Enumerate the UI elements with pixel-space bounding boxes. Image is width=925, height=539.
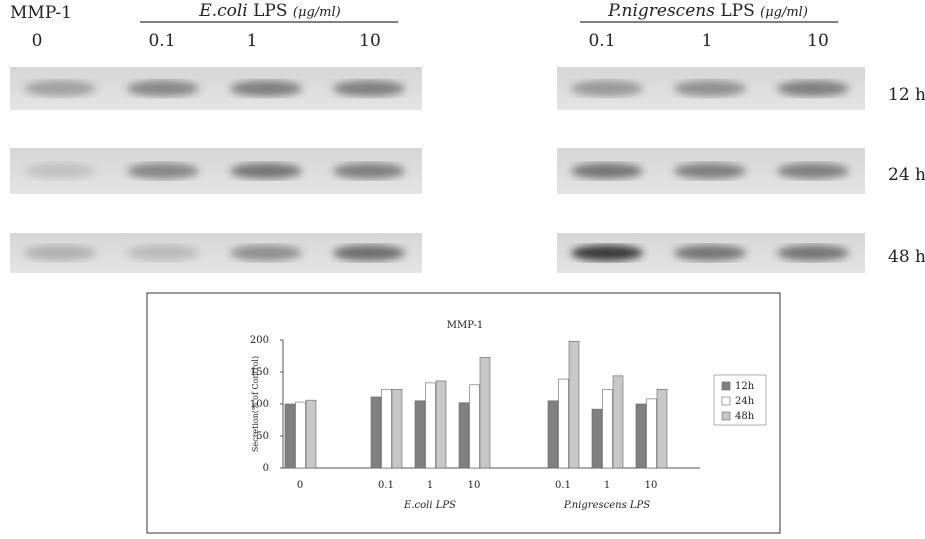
blot-band: [230, 163, 302, 179]
blot-band: [777, 163, 849, 179]
chart-frame: [146, 292, 781, 534]
bar: [558, 378, 569, 469]
group-label: E.coli LPS: [403, 500, 456, 511]
blot-band: [674, 245, 746, 261]
concentration: 0: [32, 31, 43, 51]
bar: [591, 408, 603, 469]
organism: E.coli: [198, 1, 247, 21]
concentration: 0.1: [148, 31, 175, 51]
x-tick-label: 10: [468, 480, 481, 491]
legend-swatch: [721, 381, 731, 391]
x-tick-label: 1: [427, 480, 433, 491]
y-tick-label: 200: [250, 335, 269, 346]
blot-band: [127, 163, 199, 179]
bar: [370, 396, 382, 469]
bar: [602, 388, 613, 469]
group-label: P.nigrescens LPS: [563, 500, 650, 511]
time-label: 12 h: [888, 85, 925, 105]
unit: (μg/ml): [293, 5, 341, 20]
blot-band: [571, 245, 643, 261]
legend-swatch: [721, 411, 731, 421]
concentration: 0.1: [588, 31, 615, 51]
legend-label: 24h: [735, 396, 755, 407]
bar: [305, 399, 317, 469]
y-tick-label: 100: [250, 399, 269, 410]
blot-band: [777, 245, 849, 261]
y-axis-label: Secretion(% of Control): [251, 356, 260, 452]
blot-band: [333, 163, 405, 179]
bar: [381, 388, 392, 469]
lps: LPS: [720, 1, 754, 21]
bar: [435, 380, 447, 469]
figure-label: MMP-1: [10, 3, 72, 23]
bar: [425, 382, 436, 469]
x-tick-label: 1: [604, 480, 610, 491]
blot-band: [333, 80, 405, 97]
legend-frame: [713, 374, 767, 426]
time-label: 24 h: [888, 165, 925, 185]
blot-band: [777, 80, 849, 97]
blot-images: [10, 67, 865, 273]
concentration: 10: [807, 31, 829, 51]
bar: [635, 403, 647, 469]
blot-band: [674, 80, 746, 97]
y-tick-label: 150: [250, 367, 269, 378]
blot-header: P.nigrescens LPS (μg/ml): [607, 1, 808, 21]
bar: [612, 375, 624, 469]
blot-band: [674, 163, 746, 179]
concentration: 1: [247, 31, 258, 51]
bar: [458, 402, 470, 469]
bar: [414, 400, 426, 469]
bar: [284, 403, 296, 469]
concentration: 1: [702, 31, 713, 51]
blot-band: [333, 245, 405, 261]
legend-swatch: [721, 396, 731, 406]
concentration: 10: [359, 31, 381, 51]
blot-band: [230, 80, 302, 97]
bar: [547, 400, 559, 469]
x-tick-label: 0.1: [378, 480, 394, 491]
blot-band: [571, 163, 643, 179]
bar: [568, 340, 580, 469]
unit: (μg/ml): [760, 5, 808, 20]
blot-band: [127, 245, 199, 261]
bar: [646, 398, 657, 469]
blot-band: [24, 80, 96, 97]
blot-band: [230, 245, 302, 261]
bar: [295, 401, 306, 469]
blot-band: [24, 245, 96, 261]
y-tick-label: 50: [256, 431, 269, 442]
organism: P.nigrescens: [607, 1, 715, 21]
bar: [469, 384, 480, 469]
x-tick-label: 10: [645, 480, 658, 491]
blot-band: [571, 80, 643, 97]
blot-band: [127, 80, 199, 97]
bar: [656, 388, 668, 469]
y-tick-label: 0: [263, 463, 269, 474]
blot-header: E.coli LPS (μg/ml): [198, 1, 340, 21]
bar: [391, 388, 403, 469]
blot-band: [24, 163, 96, 179]
bar: [479, 356, 491, 469]
legend-label: 48h: [735, 411, 755, 422]
lps: LPS: [253, 1, 287, 21]
x-tick-label: 0.1: [555, 480, 571, 491]
legend-label: 12h: [735, 381, 755, 392]
x-tick-label: 0: [297, 480, 303, 491]
chart-title: MMP-1: [447, 320, 483, 331]
time-label: 48 h: [888, 247, 925, 267]
